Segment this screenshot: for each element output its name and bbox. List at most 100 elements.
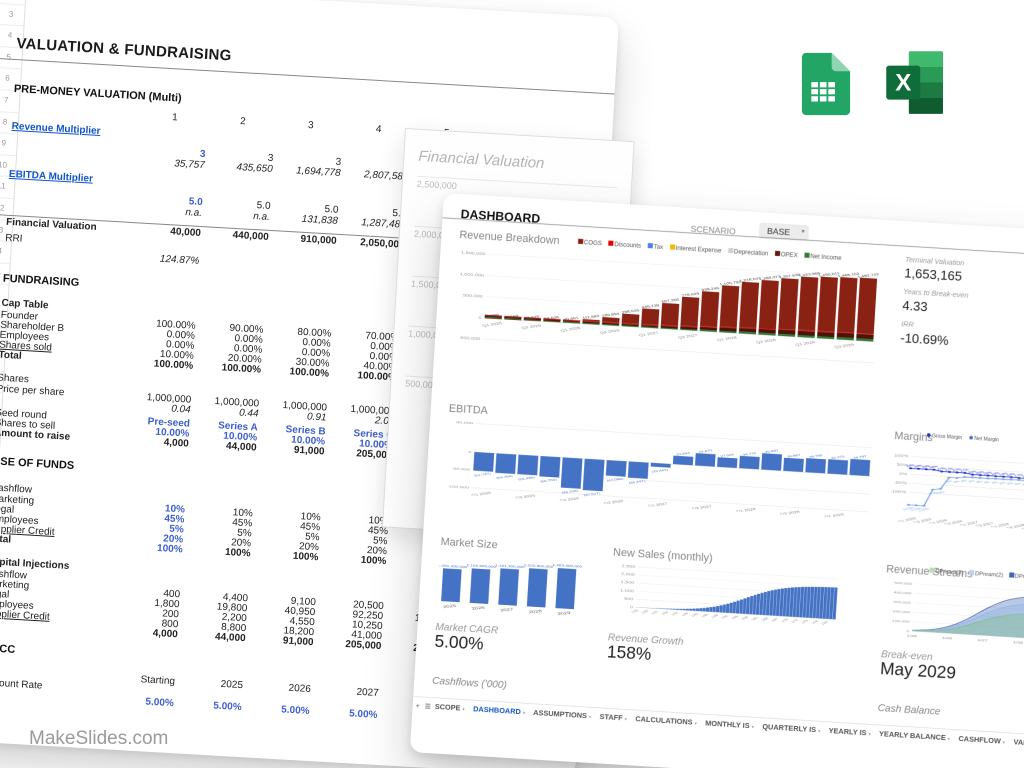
svg-text:1/40: 1/40 xyxy=(680,612,689,617)
svg-text:778,629: 778,629 xyxy=(681,292,701,298)
svg-text:Q1 2026: Q1 2026 xyxy=(560,326,582,332)
svg-text:2027: 2027 xyxy=(500,608,515,613)
svg-text:34,833: 34,833 xyxy=(698,449,713,454)
svg-text:298,635: 298,635 xyxy=(621,308,641,314)
svg-text:Q1 2027: Q1 2027 xyxy=(647,502,669,508)
svg-text:1,500,000: 1,500,000 xyxy=(461,251,486,256)
svg-text:300,000: 300,000 xyxy=(893,600,912,605)
svg-text:27,044: 27,044 xyxy=(720,453,735,458)
svg-text:1,161,300,000: 1,161,300,000 xyxy=(495,564,525,569)
svg-text:1/25: 1/25 xyxy=(907,634,918,638)
svg-text:2,000: 2,000 xyxy=(621,572,636,576)
svg-text:1/58: 1/58 xyxy=(740,615,749,620)
svg-text:2029: 2029 xyxy=(557,611,572,616)
svg-text:0: 0 xyxy=(630,605,634,609)
svg-text:1/82: 1/82 xyxy=(820,620,829,625)
svg-text:2025: 2025 xyxy=(442,604,457,609)
svg-text:607,356: 607,356 xyxy=(661,298,681,304)
svg-text:Q3 2026: Q3 2026 xyxy=(603,499,625,505)
svg-text:1/70: 1/70 xyxy=(780,618,789,623)
svg-text:(45,447): (45,447) xyxy=(628,480,646,485)
svg-text:1/67: 1/67 xyxy=(770,617,779,622)
svg-text:1/49: 1/49 xyxy=(710,614,719,619)
svg-text:Q3 2026: Q3 2026 xyxy=(599,328,621,334)
svg-text:1/79: 1/79 xyxy=(810,620,819,625)
svg-text:-500,000: -500,000 xyxy=(458,336,481,341)
svg-text:Q1 2025: Q1 2025 xyxy=(482,321,504,327)
svg-text:(51,747): (51,747) xyxy=(474,472,492,477)
svg-text:(87,527): (87,527) xyxy=(583,492,601,497)
svg-text:34,733: 34,733 xyxy=(742,452,757,457)
svg-text:23,844: 23,844 xyxy=(676,452,691,457)
svg-text:44,797: 44,797 xyxy=(853,455,868,460)
svg-text:1/26: 1/26 xyxy=(942,636,953,640)
svg-text:2,500: 2,500 xyxy=(622,564,637,568)
svg-text:1/37: 1/37 xyxy=(670,611,679,616)
svg-text:100,000: 100,000 xyxy=(892,619,911,624)
svg-text:-100%: -100% xyxy=(890,489,906,494)
svg-text:-50%: -50% xyxy=(894,481,907,485)
svg-text:189,894: 189,894 xyxy=(601,312,621,318)
svg-text:200,000: 200,000 xyxy=(892,609,911,614)
svg-text:1/55: 1/55 xyxy=(730,615,739,620)
svg-text:(54,486): (54,486) xyxy=(518,476,536,481)
svg-text:500,000: 500,000 xyxy=(894,581,913,586)
svg-text:(56,750): (56,750) xyxy=(540,478,558,483)
svg-text:938,246: 938,246 xyxy=(701,286,721,292)
svg-text:-50,000: -50,000 xyxy=(451,467,471,472)
svg-text:1/76: 1/76 xyxy=(800,619,809,624)
svg-text:1,051,200,000: 1,051,200,000 xyxy=(438,564,468,569)
svg-text:Q1 2028: Q1 2028 xyxy=(735,507,757,513)
svg-text:1/46: 1/46 xyxy=(700,613,709,618)
svg-text:1/73: 1/73 xyxy=(790,618,799,623)
svg-text:Q3 2029: Q3 2029 xyxy=(834,343,856,349)
svg-text:1,104,600,000: 1,104,600,000 xyxy=(466,564,496,569)
svg-text:1/52: 1/52 xyxy=(720,614,729,619)
svg-text:1/34: 1/34 xyxy=(660,611,669,616)
svg-text:111,583: 111,583 xyxy=(582,314,601,320)
svg-text:X: X xyxy=(896,69,912,96)
svg-text:Q1 2025: Q1 2025 xyxy=(470,491,492,497)
svg-text:2026: 2026 xyxy=(471,606,486,611)
svg-text:1,000,000: 1,000,000 xyxy=(460,272,485,277)
svg-text:(10,442): (10,442) xyxy=(651,468,669,473)
svg-text:1/25: 1/25 xyxy=(630,609,639,614)
svg-text:1/28: 1/28 xyxy=(1013,640,1024,644)
svg-text:Q1 2026: Q1 2026 xyxy=(559,496,581,502)
svg-text:1/31: 1/31 xyxy=(650,610,659,615)
svg-text:100%: 100% xyxy=(894,454,908,458)
svg-text:0: 0 xyxy=(478,316,482,320)
svg-text:445,739: 445,739 xyxy=(641,303,661,309)
svg-text:Q3 2027: Q3 2027 xyxy=(677,333,699,339)
svg-text:Q3 2025: Q3 2025 xyxy=(515,494,537,500)
svg-text:500,000: 500,000 xyxy=(463,294,484,299)
svg-text:1/64: 1/64 xyxy=(760,617,769,622)
svg-text:400,000: 400,000 xyxy=(894,590,913,595)
svg-text:1,500: 1,500 xyxy=(621,580,636,584)
svg-text:500: 500 xyxy=(624,597,634,601)
svg-text:36,887: 36,887 xyxy=(786,454,801,459)
svg-text:Q1 2028: Q1 2028 xyxy=(716,335,738,341)
svg-text:39,760: 39,760 xyxy=(808,454,823,459)
svg-text:1/28: 1/28 xyxy=(640,609,649,614)
svg-text:80,000: 80,000 xyxy=(456,421,474,425)
svg-text:Q1 2027: Q1 2027 xyxy=(638,331,660,337)
svg-text:Q1 2029: Q1 2029 xyxy=(823,512,845,518)
svg-text:1/61: 1/61 xyxy=(750,616,759,621)
svg-text:Q3 2028: Q3 2028 xyxy=(755,338,777,344)
svg-text:1,220,900,000: 1,220,900,000 xyxy=(524,564,554,569)
svg-text:2028: 2028 xyxy=(528,609,543,614)
svg-text:0: 0 xyxy=(468,450,472,454)
svg-text:1,000: 1,000 xyxy=(620,588,635,592)
svg-text:1,283,400,000: 1,283,400,000 xyxy=(552,564,582,569)
svg-text:0: 0 xyxy=(906,629,910,633)
svg-text:Q3 2027: Q3 2027 xyxy=(691,504,713,510)
svg-text:1/43: 1/43 xyxy=(690,612,699,617)
svg-text:-100,000: -100,000 xyxy=(447,485,470,490)
svg-text:Q3 2025: Q3 2025 xyxy=(521,323,543,329)
svg-text:1/27: 1/27 xyxy=(977,638,988,642)
svg-text:40,270: 40,270 xyxy=(830,455,845,460)
svg-text:(54,356): (54,356) xyxy=(496,475,514,480)
svg-text:Q1 2029: Q1 2029 xyxy=(794,340,816,346)
svg-text:Q3 2028: Q3 2028 xyxy=(779,510,801,516)
